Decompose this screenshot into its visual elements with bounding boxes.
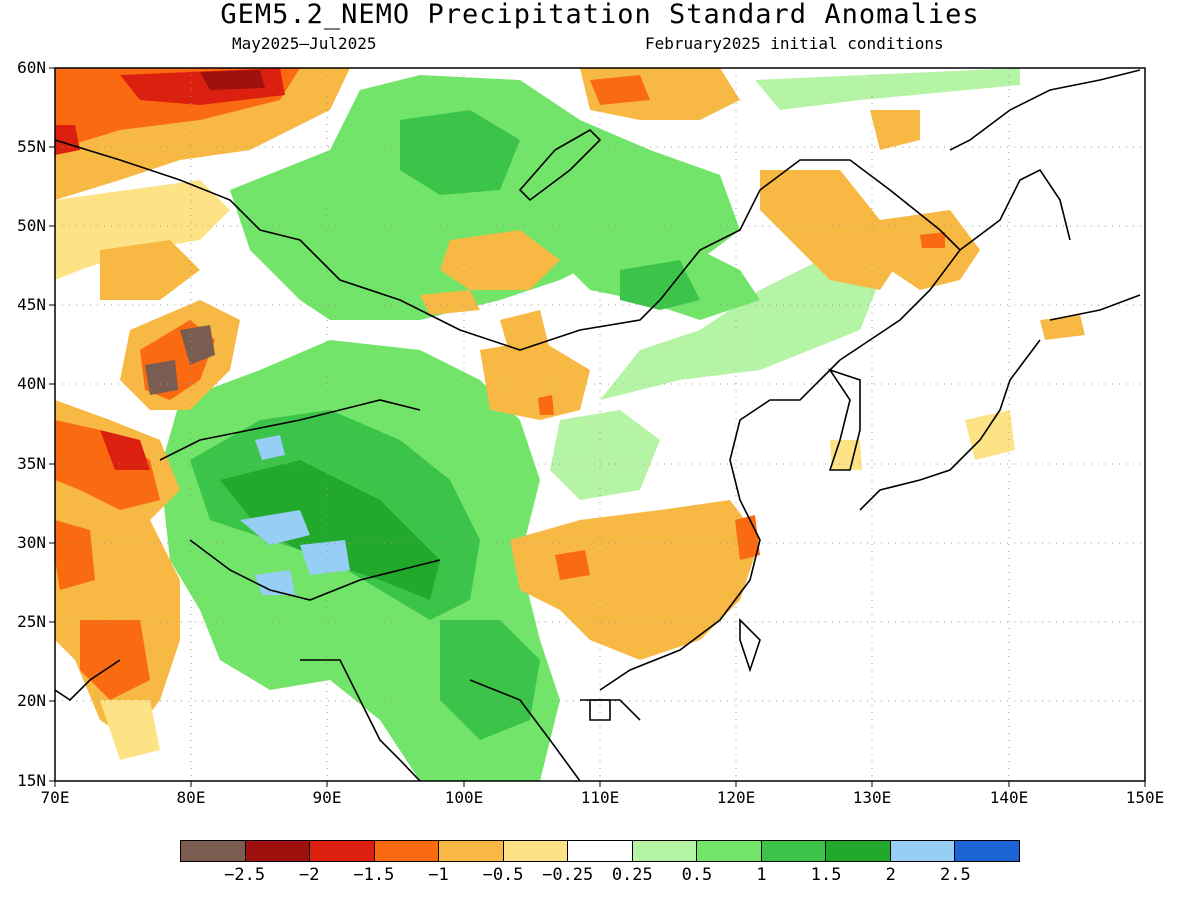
lon-label: 100E [444, 788, 484, 807]
colorbar-label: 2 [885, 865, 896, 885]
colorbar-label: −1.5 [353, 865, 395, 885]
colorbar-label: −1 [428, 865, 449, 885]
lat-label: 50N [17, 216, 46, 235]
colorbar-swatch [761, 841, 827, 861]
colorbar-label: −0.25 [542, 865, 594, 885]
colorbar-swatch [245, 841, 311, 861]
lon-label: 110E [580, 788, 620, 807]
lat-label: 35N [17, 454, 46, 473]
lat-label: 60N [17, 58, 46, 77]
colorbar-label: −0.5 [482, 865, 524, 885]
colorbar-swatch [374, 841, 440, 861]
colorbar [180, 840, 1020, 862]
forecast-period: May2025–Jul2025 [232, 34, 377, 53]
boundaries [55, 69, 1141, 781]
lat-label: 45N [17, 295, 46, 314]
lat-label: 40N [17, 374, 46, 393]
lat-label: 25N [17, 612, 46, 631]
lon-label: 70E [40, 788, 70, 807]
lon-label: 90E [312, 788, 342, 807]
anomaly-field [55, 68, 1145, 781]
lat-label: 20N [17, 691, 46, 710]
colorbar-label: 0.5 [681, 865, 713, 885]
colorbar-swatch [826, 841, 891, 861]
colorbar-swatch [181, 841, 246, 861]
initial-conditions: February2025 initial conditions [645, 34, 944, 53]
colorbar-label: 2.5 [940, 865, 971, 885]
lon-label: 130E [852, 788, 892, 807]
colorbar-swatch [632, 841, 698, 861]
map-title: GEM5.2_NEMO Precipitation Standard Anoma… [220, 0, 980, 30]
lon-label: 120E [716, 788, 756, 807]
lat-label: 30N [17, 533, 46, 552]
colorbar-swatch [955, 841, 1019, 861]
colorbar-swatch [568, 841, 633, 861]
colorbar-swatch [439, 841, 504, 861]
lon-label: 80E [176, 788, 206, 807]
colorbar-label: −2.5 [224, 865, 266, 885]
tick-marks [49, 67, 1146, 787]
colorbar-swatch [697, 841, 762, 861]
lon-label: 150E [1125, 788, 1165, 807]
colorbar-swatch [890, 841, 956, 861]
colorbar-label: 1.5 [810, 865, 842, 885]
colorbar-label: 1 [756, 865, 767, 885]
colorbar-swatch [310, 841, 375, 861]
lon-label: 140E [989, 788, 1029, 807]
colorbar-label: −2 [298, 865, 320, 885]
lat-label: 15N [17, 771, 46, 790]
lat-label: 55N [17, 137, 46, 156]
colorbar-swatch [503, 841, 569, 861]
colorbar-label: 0.25 [611, 865, 653, 885]
